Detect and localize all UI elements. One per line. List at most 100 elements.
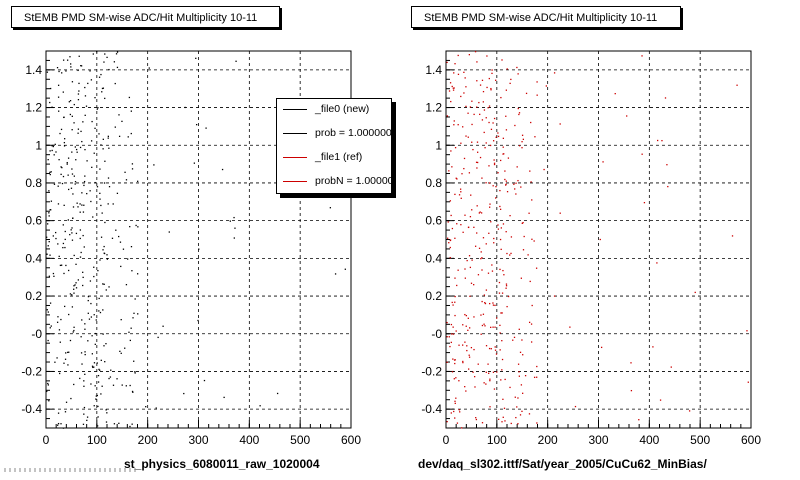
data-point — [64, 230, 66, 233]
data-point — [688, 410, 691, 412]
data-point — [449, 246, 451, 249]
data-point — [460, 197, 462, 199]
legend-label: probN = 1.000000 — [315, 175, 392, 187]
data-point — [96, 362, 98, 364]
data-point — [57, 185, 59, 187]
legend-item-file0: _file0 (new) — [277, 102, 391, 118]
data-point — [514, 124, 516, 127]
data-point — [90, 302, 92, 305]
data-point — [536, 365, 538, 368]
data-point — [84, 148, 86, 151]
data-point — [453, 87, 455, 89]
data-point — [497, 132, 499, 134]
data-point — [485, 289, 488, 291]
data-point — [515, 416, 517, 419]
data-point — [467, 136, 469, 138]
data-point — [68, 188, 70, 191]
legend-label: _file1 (ref) — [315, 151, 363, 163]
legend-swatch-red — [283, 157, 307, 158]
data-point — [509, 214, 511, 217]
right-chart-title: StEMB PMD SM-wise ADC/Hit Multiplicity 1… — [411, 6, 681, 28]
y-tick-label: 1.4 — [25, 63, 42, 77]
data-point — [501, 292, 504, 294]
data-point — [491, 72, 493, 75]
data-point — [97, 269, 99, 272]
data-point — [66, 161, 68, 164]
data-point — [599, 238, 601, 241]
data-point — [81, 363, 83, 365]
data-point — [67, 157, 70, 159]
data-point — [451, 301, 453, 304]
data-point — [504, 178, 506, 181]
data-point — [527, 254, 529, 256]
data-point — [475, 161, 478, 163]
data-point — [470, 194, 472, 196]
data-point — [505, 231, 507, 233]
data-point — [98, 76, 101, 78]
data-point — [465, 390, 467, 392]
data-point — [101, 91, 103, 93]
data-point — [452, 358, 454, 360]
data-point — [465, 105, 467, 108]
data-point — [134, 298, 136, 300]
left-plot: 0 100 200 300 400 500 600 -0.4 -0.2 -0 0.2 0.4 0.6 0.… — [21, 50, 361, 447]
data-point — [535, 267, 538, 269]
data-point — [454, 147, 457, 149]
data-point — [485, 182, 487, 184]
data-point — [89, 280, 92, 282]
data-point — [630, 389, 633, 392]
y-tick-label: 1 — [35, 138, 42, 152]
data-point — [510, 78, 512, 81]
data-point — [53, 154, 55, 156]
data-point — [505, 115, 507, 117]
data-point — [77, 128, 80, 130]
data-point — [477, 363, 479, 365]
data-point — [73, 254, 75, 257]
data-point — [69, 100, 72, 102]
data-point — [516, 166, 518, 168]
data-point — [79, 146, 82, 149]
data-point — [73, 285, 75, 287]
data-point — [494, 346, 496, 348]
data-point — [47, 384, 50, 386]
data-point — [132, 391, 134, 393]
data-point — [197, 319, 199, 322]
data-point — [493, 159, 495, 161]
data-point — [499, 324, 501, 327]
scatter-points — [446, 51, 749, 429]
data-point — [131, 423, 133, 425]
data-point — [64, 246, 66, 249]
data-point — [480, 333, 482, 335]
data-point — [60, 264, 63, 266]
data-point — [162, 325, 164, 327]
x-tick-label: 400 — [639, 433, 659, 447]
data-point — [53, 183, 56, 185]
data-point — [482, 237, 485, 239]
data-point — [520, 186, 522, 188]
y-tick-label: 0.2 — [425, 289, 442, 303]
data-point — [516, 66, 518, 69]
data-point — [130, 246, 133, 248]
data-point — [482, 101, 484, 103]
data-point — [63, 272, 65, 275]
data-point — [113, 61, 116, 63]
data-point — [509, 386, 511, 389]
data-point — [96, 51, 98, 53]
data-point — [82, 121, 84, 123]
data-point — [502, 223, 505, 225]
data-point — [71, 294, 73, 296]
data-point — [731, 235, 734, 237]
y-tick-label: 1.2 — [425, 101, 442, 115]
data-point — [133, 360, 135, 362]
data-point — [80, 65, 83, 67]
data-point — [455, 177, 457, 179]
data-point — [50, 200, 53, 202]
data-point — [500, 379, 502, 381]
data-point — [108, 286, 110, 288]
data-point — [71, 151, 73, 153]
data-point — [476, 106, 478, 108]
data-point — [125, 283, 128, 286]
data-point — [478, 247, 481, 249]
y-tick-label: -0.4 — [21, 402, 42, 416]
data-point — [107, 203, 109, 205]
